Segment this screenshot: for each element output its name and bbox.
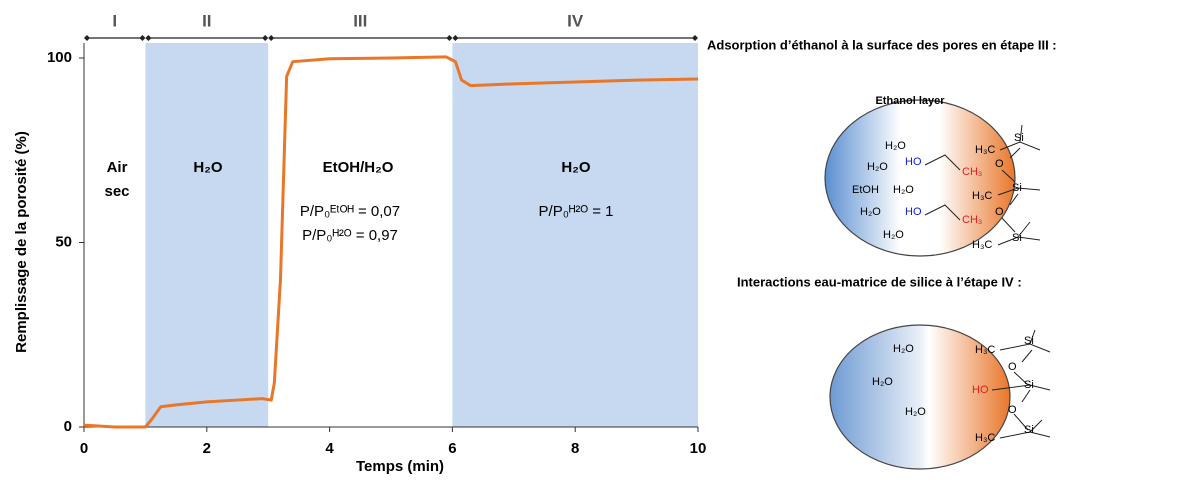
chem-label: H₂O [872, 376, 893, 388]
phase-label: II [202, 11, 211, 30]
chem-label: H₃C [972, 239, 992, 251]
chem-label: H₃C [975, 144, 995, 156]
chem-label: H₂O [883, 229, 904, 241]
diagram: Interactions eau-matrice de silice à l’é… [737, 274, 1051, 470]
chem-label: Si [1024, 335, 1034, 347]
chem-label: O [995, 158, 1004, 170]
annotation: EtOH/H₂O [323, 159, 394, 176]
x-tick-label: 0 [80, 440, 88, 457]
annotation: Air [107, 159, 128, 176]
chem-label: Si [1012, 232, 1022, 244]
chem-label: Ethanol layer [875, 95, 945, 107]
chem-label: H₃C [975, 344, 995, 356]
phase-marker [452, 35, 459, 41]
annotation: sec [104, 183, 129, 200]
phase-marker [446, 35, 453, 41]
pore [824, 99, 1016, 257]
chem-label: H₂O [905, 406, 926, 418]
chem-label: Si [1012, 182, 1022, 194]
chem-label: HO [972, 384, 989, 396]
x-tick-label: 8 [571, 440, 579, 457]
phase-marker [692, 35, 698, 41]
annotation: P/P₀ᴱᵗᴼᴴ = 0,07 [300, 203, 400, 220]
chem-label: O [995, 206, 1004, 218]
diagram-title: Interactions eau-matrice de silice à l’é… [737, 274, 1022, 289]
annotations: Air sec H₂O EtOH/H₂O P/P₀ᴱᵗᴼᴴ = 0,07 P/P… [104, 159, 613, 244]
phase-label: IV [567, 11, 584, 30]
x-axis-label: Temps (min) [356, 458, 444, 475]
annotation: P/P₀ᴴ²ᴼ = 0,97 [302, 227, 398, 244]
chem-label: H₂O [893, 184, 914, 196]
annotation: P/P₀ᴴ²ᴼ = 1 [539, 203, 614, 220]
phase-label: III [353, 11, 367, 30]
x-tick-label: 6 [448, 440, 456, 457]
annotation: H₂O [193, 159, 222, 176]
chem-label: H₂O [860, 206, 881, 218]
chem-label: Si [1024, 379, 1034, 391]
chem-label: CH₃ [962, 214, 982, 226]
pore [829, 324, 1011, 470]
phase-shade [145, 43, 269, 427]
x-tick-label: 10 [690, 440, 707, 457]
chem-label: O [1008, 361, 1017, 373]
y-axis-label: Remplissage de la porosité (%) [13, 131, 30, 353]
y-tick-label: 100 [47, 49, 72, 66]
chem-label: Si [1014, 132, 1024, 144]
diagram-title: Adsorption d’éthanol à la surface des po… [707, 37, 1057, 52]
chem-label: EtOH [852, 184, 879, 196]
phase-label: I [112, 11, 117, 30]
y-tick-label: 0 [64, 418, 72, 435]
phase-marker [139, 35, 146, 41]
phase-marker [262, 35, 269, 41]
x-tick-label: 4 [325, 440, 334, 457]
chem-label: O [1008, 404, 1017, 416]
chem-label: CH₃ [962, 166, 982, 178]
chem-label: Si [1024, 424, 1034, 436]
chem-label: H₂O [885, 140, 906, 152]
phase-marker [145, 35, 152, 41]
phase-shade [452, 43, 698, 427]
chem-label: H₂O [867, 161, 888, 173]
bonds [991, 329, 1051, 439]
phase-marker [268, 35, 275, 41]
phase-marker [84, 35, 90, 41]
chem-label: HO [905, 156, 922, 168]
chem-label: H₂O [893, 343, 914, 355]
chem-label: HO [905, 206, 922, 218]
data-line [83, 55, 699, 429]
diagram: Adsorption d’éthanol à la surface des po… [707, 37, 1057, 257]
x-tick-label: 2 [203, 440, 211, 457]
chem-label: H₃C [975, 432, 995, 444]
chem-label: H₃C [972, 190, 992, 202]
annotation: H₂O [561, 159, 590, 176]
y-tick-label: 50 [55, 233, 72, 250]
bonds [924, 124, 1041, 246]
